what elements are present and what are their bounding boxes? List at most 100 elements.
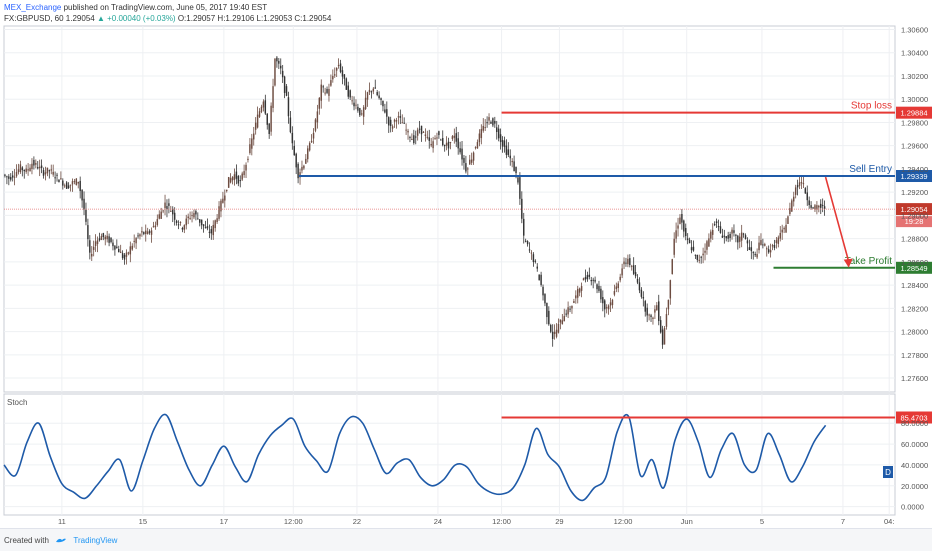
candle-body [544, 294, 546, 304]
candle-body [316, 111, 319, 123]
level-label: Take Profit [845, 256, 892, 267]
candle-body [777, 237, 780, 244]
candle-body [440, 139, 442, 141]
candle-body [224, 195, 226, 201]
candle-body [644, 301, 646, 312]
candle-body [810, 205, 812, 208]
candle-body [600, 288, 602, 300]
candle-body [629, 258, 631, 266]
candle-body [266, 113, 268, 125]
time-tick-label: 22 [353, 517, 361, 526]
candle-body [235, 171, 238, 179]
candle-body [447, 141, 450, 149]
candle-body [137, 235, 139, 237]
price-tick-label: 1.29600 [901, 142, 928, 151]
candle-body [322, 86, 324, 88]
candle-body [470, 159, 473, 163]
candle-body [268, 123, 270, 134]
candle-body [154, 225, 157, 228]
candle-body [231, 176, 234, 181]
tradingview-link[interactable]: TradingView [73, 536, 118, 545]
candle-body [584, 277, 587, 280]
candle-body [661, 329, 664, 345]
candle-body [469, 159, 471, 165]
candle-body [318, 97, 321, 109]
candle-body [816, 205, 818, 210]
candle-body [671, 259, 673, 275]
price-tick-label: 1.30600 [901, 25, 928, 34]
candle-body [621, 268, 623, 276]
candle-body [197, 218, 199, 220]
candle-body [359, 108, 361, 116]
candle-body [54, 177, 56, 179]
candle-body [168, 203, 170, 206]
candle-body [33, 159, 35, 166]
candle-body [334, 74, 336, 76]
candle-body [748, 247, 751, 251]
candle-body [52, 171, 54, 175]
candle-body [467, 168, 469, 170]
candle-body [779, 233, 781, 239]
candle-body [23, 169, 25, 172]
candle-body [698, 259, 700, 261]
level-price-label: 1.29884 [900, 109, 927, 118]
candle-body [667, 299, 670, 310]
candle-body [613, 291, 616, 295]
candle-body [156, 219, 159, 225]
candle-body [519, 177, 521, 199]
candle-body [517, 177, 519, 183]
candle-body [297, 163, 299, 179]
created-with-text: Created with [4, 536, 49, 545]
stoch-tick-label: 80.0000 [901, 419, 928, 428]
candle-body [374, 87, 376, 89]
candle-body [339, 63, 342, 72]
price-tick-label: 1.28600 [901, 258, 928, 267]
countdown-label: 19:28 [905, 217, 924, 226]
candle-body [164, 202, 166, 209]
candle-body [366, 92, 369, 100]
price-tick-label: 1.27800 [901, 351, 928, 360]
candle-body [399, 116, 402, 118]
candle-body [148, 231, 151, 233]
candle-body [405, 129, 407, 131]
indicator-badge[interactable]: D [883, 466, 893, 478]
candle-body [594, 279, 596, 282]
candle-body [152, 226, 155, 228]
candle-body [551, 331, 554, 339]
candle-body [771, 245, 774, 247]
candle-body [650, 315, 652, 318]
stoch-pane-border [3, 393, 896, 516]
candle-body [580, 286, 583, 291]
candle-body [94, 241, 97, 246]
candle-body [442, 138, 444, 146]
candle-body [438, 131, 440, 136]
candle-body [384, 109, 386, 113]
candle-body [175, 220, 178, 223]
candle-body [814, 205, 816, 210]
candle-body [42, 170, 45, 176]
candle-body [744, 235, 747, 240]
candle-body [696, 254, 699, 260]
publisher-link[interactable]: MEX_Exchange [4, 3, 62, 12]
candle-body [727, 235, 729, 239]
candle-body [264, 100, 267, 114]
candle-body [260, 106, 263, 112]
candle-body [488, 117, 490, 121]
candle-body [210, 229, 213, 234]
candle-body [270, 105, 272, 132]
candle-body [67, 185, 70, 189]
candle-body [415, 136, 417, 138]
candle-body [131, 245, 133, 250]
candle-body [222, 198, 224, 203]
candle-body [501, 139, 504, 147]
candle-body [509, 155, 511, 159]
candle-body [308, 143, 311, 151]
candle-body [362, 107, 365, 117]
candle-body [607, 305, 610, 310]
candle-body [823, 206, 826, 210]
candle-body [762, 244, 764, 246]
candle-body [220, 200, 222, 212]
price-tick-label: 1.29400 [901, 165, 928, 174]
candle-body [173, 212, 176, 220]
